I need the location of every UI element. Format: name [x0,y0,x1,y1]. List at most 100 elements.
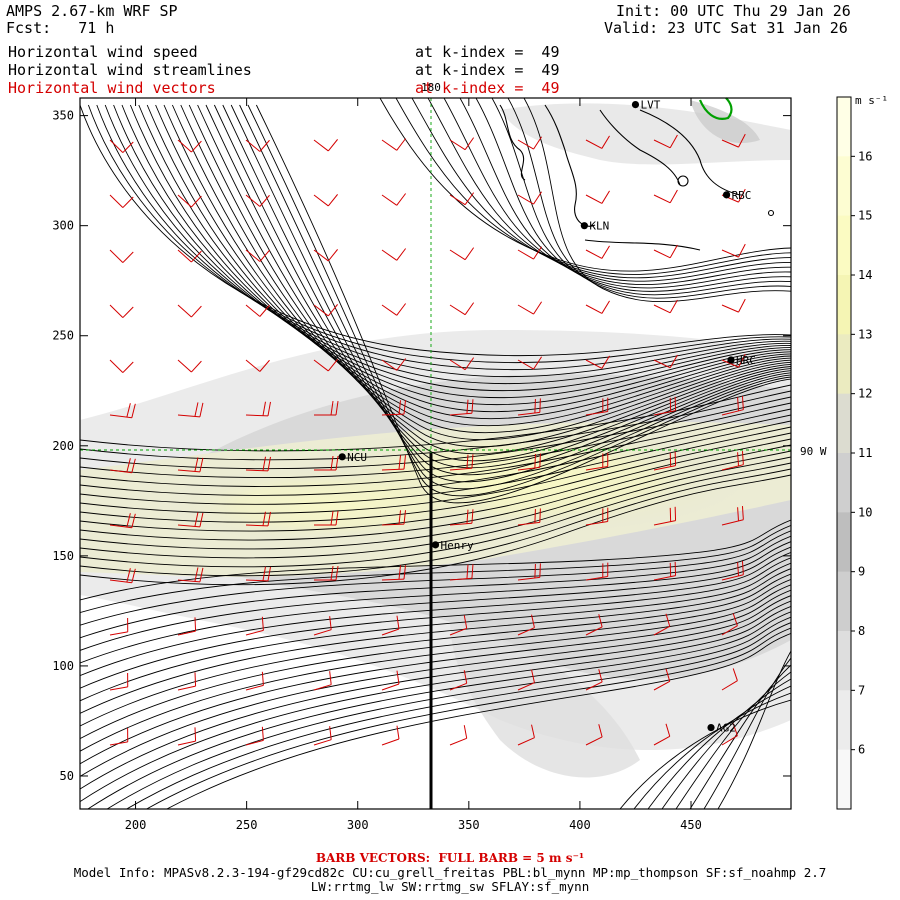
streamline [188,104,791,448]
wind-barb [517,191,543,205]
wind-barb [381,510,407,526]
model-title: AMPS 2.67-km WRF SP [6,2,178,20]
streamline [197,104,791,455]
wind-barb [449,564,474,581]
streamline [80,530,791,626]
streamline [121,104,791,392]
wind-barb [721,561,744,581]
streamline [647,685,791,809]
streamline [255,104,791,504]
wind-barb [245,566,271,582]
wind-barb [245,359,270,372]
streamline [80,541,791,651]
wind-barb [177,567,204,583]
wind-barb [653,723,671,746]
wind-barb [721,353,746,368]
wind-barb [313,455,339,471]
wind-barb [177,139,202,153]
wind-barb [653,244,678,259]
wind-barb [381,725,400,746]
station-marker [580,222,588,230]
y-tick-label: 350 [52,109,74,123]
wind-barb [517,508,541,526]
wind-barb [585,669,603,691]
wind-barb [449,302,475,316]
wind-barb [585,245,610,259]
y-tick-label: 200 [52,439,74,453]
streamline [80,584,791,752]
wind-barb [653,189,678,204]
streamline [80,524,791,614]
wind-barb [653,506,677,526]
streamline [213,104,791,469]
wind-barb [109,728,129,746]
wind-barb [653,396,677,416]
streamline [80,573,791,727]
wind-barb [109,673,129,691]
wind-barb [245,194,270,207]
station-label: Henry [441,539,474,552]
wind-barb [585,355,610,369]
wind-barb [585,397,609,416]
wind-barb [177,194,202,208]
coastline [499,104,775,251]
streamline [80,414,791,496]
wind-barb [313,359,338,372]
wind-barb [313,139,338,152]
streamline [155,104,791,420]
station-marker [707,723,715,732]
streamline [411,98,791,279]
field-level-vectors: at k-index = 49 [415,79,560,97]
wind-barb [721,243,746,258]
colorbar-label: 15 [858,209,872,223]
wind-barb [245,616,264,636]
streamline [129,104,791,399]
wind-barb [585,135,610,149]
streamline [80,578,791,739]
wind-barb [381,400,407,416]
streamline [459,98,791,289]
streamline [80,456,791,559]
wind-barb [109,618,129,636]
wind-barb [721,298,746,313]
wind-barb [517,724,535,746]
streamline [80,546,791,664]
land-contour-green [698,97,733,120]
streamline [80,595,791,777]
colorbar-swatch [837,215,851,276]
wind-barb [585,507,609,526]
streamline [171,104,791,434]
streamline [138,104,791,406]
wind-barb [449,725,468,746]
wind-barb [517,563,541,581]
streamline [80,551,791,677]
wind-barb [313,249,338,262]
field-label-streamlines: Horizontal wind streamlines [8,61,252,79]
streamline [87,611,791,809]
colorbar-swatch [837,275,851,335]
x-tick-label: 400 [569,818,591,832]
wind-barb [449,454,474,471]
wind-barb [653,451,677,471]
wind-barb [721,613,738,636]
axis-ticks: 200 250 300 350 400 450 350 300 250 200 150 100 50 [52,98,791,832]
field-level-speed: at k-index = 49 [415,43,560,61]
colorbar-label: 10 [858,505,872,519]
streamline [106,616,791,809]
wind-barb [653,134,678,149]
streamline [80,396,791,470]
model-info: Model Info: MPASv8.2.3-194-gf29cd82c CU:… [73,865,827,880]
streamline [126,622,791,809]
streamline [80,468,791,577]
colorbar-label: 6 [858,743,865,757]
wind-barb [449,509,474,526]
wind-barb [381,615,400,636]
colorbar-swatch [837,453,851,513]
colorbar-swatch [837,631,851,691]
streamline [87,104,791,364]
colorbar-label: 12 [858,387,872,401]
streamline [239,104,791,490]
plot-frame [79,97,792,810]
wind-barb [109,458,136,474]
wind-barb [177,249,202,263]
